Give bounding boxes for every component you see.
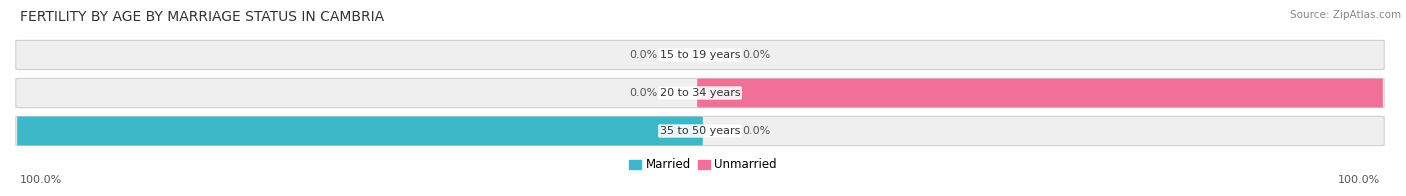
Text: 15 to 19 years: 15 to 19 years — [659, 50, 740, 60]
FancyBboxPatch shape — [15, 40, 1385, 70]
Text: 20 to 34 years: 20 to 34 years — [659, 88, 741, 98]
FancyBboxPatch shape — [17, 117, 703, 145]
FancyBboxPatch shape — [697, 79, 1384, 107]
Text: 100.0%: 100.0% — [1337, 175, 1381, 185]
Text: 0.0%: 0.0% — [742, 50, 770, 60]
FancyBboxPatch shape — [15, 78, 1385, 108]
Text: 100.0%: 100.0% — [1388, 88, 1406, 98]
Text: 100.0%: 100.0% — [20, 175, 62, 185]
Text: 0.0%: 0.0% — [630, 88, 658, 98]
Legend: Married, Unmarried: Married, Unmarried — [624, 154, 782, 176]
FancyBboxPatch shape — [15, 116, 1385, 146]
Text: 35 to 50 years: 35 to 50 years — [659, 126, 740, 136]
Text: FERTILITY BY AGE BY MARRIAGE STATUS IN CAMBRIA: FERTILITY BY AGE BY MARRIAGE STATUS IN C… — [20, 10, 384, 24]
Text: 0.0%: 0.0% — [742, 126, 770, 136]
Text: Source: ZipAtlas.com: Source: ZipAtlas.com — [1289, 10, 1400, 20]
Text: 0.0%: 0.0% — [630, 50, 658, 60]
Text: 100.0%: 100.0% — [0, 126, 13, 136]
